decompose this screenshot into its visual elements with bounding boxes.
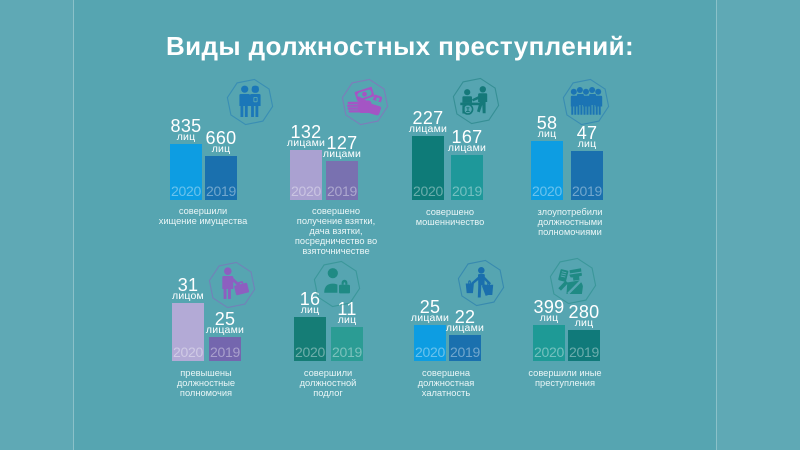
year-label: 2020: [413, 183, 443, 199]
unit-label: лиц: [577, 138, 597, 150]
value-label: 280: [568, 301, 600, 322]
bar-2020: 2020: [172, 303, 204, 361]
year-label: 2019: [327, 183, 357, 199]
value-label: 31: [177, 274, 199, 295]
year-label: 2019: [452, 183, 482, 199]
bar-column: 132 лицами 2020: [246, 121, 366, 200]
unit-label: лиц: [211, 143, 231, 155]
unit-label: лицами: [408, 123, 448, 135]
bar-2020: 2020: [414, 325, 446, 361]
bar-column: 47 лиц 2019: [527, 122, 647, 200]
bar-2020: 2020: [294, 317, 326, 361]
unit-label: лиц: [574, 317, 594, 329]
bar-column: 167 лицами 2019: [407, 126, 527, 200]
year-label: 2020: [171, 183, 201, 199]
unit-label: лицами: [205, 324, 245, 336]
person-lock-icon: [313, 260, 361, 308]
briefcase-person-icon: [208, 261, 256, 309]
group-caption: совершено мошенничество: [415, 207, 485, 227]
group-caption: совершили должностной подлог: [299, 368, 357, 398]
bar-2020: 2020: [170, 144, 202, 200]
bar-column: 127 лицами 2019: [282, 132, 402, 200]
unit-label: лиц: [300, 304, 320, 316]
bar-2020: 2020: [531, 141, 563, 200]
bar-2020: 2020: [412, 136, 444, 200]
bar-column: 835 лиц 2020: [126, 115, 246, 200]
bar-column: 58 лиц 2020: [487, 112, 607, 200]
year-label: 2020: [291, 183, 321, 199]
page-title: Виды должностных преступлений:: [165, 31, 635, 61]
value-label: 25: [419, 296, 441, 317]
left-side-band: [0, 0, 74, 450]
bar-column: 22 лицами 2019: [405, 306, 525, 361]
value-label: 227: [412, 107, 444, 128]
year-label: 2020: [295, 344, 325, 360]
right-side-band: [716, 0, 800, 450]
year-label: 2020: [415, 344, 445, 360]
year-label: 2019: [332, 344, 362, 360]
year-label: 2019: [210, 344, 240, 360]
value-label: 25: [214, 308, 236, 329]
value-label: 835: [170, 115, 202, 136]
unit-label: лиц: [176, 131, 196, 143]
year-label: 2020: [173, 344, 203, 360]
value-label: 167: [451, 126, 483, 147]
crowd-icon: [562, 78, 610, 126]
value-label: 132: [290, 121, 322, 142]
unit-label: лицом: [172, 290, 204, 302]
bar-2019: 2019: [568, 330, 600, 361]
year-label: 2019: [569, 344, 599, 360]
year-label: 2019: [450, 344, 480, 360]
bar-column: 399 лиц 2020: [489, 296, 609, 361]
group-caption: превышены должностные полномочия: [176, 368, 236, 398]
value-label: 22: [454, 306, 476, 327]
bar-column: 31 лицом 2020: [128, 274, 248, 361]
bar-2019: 2019: [331, 327, 363, 361]
value-label: 16: [299, 288, 321, 309]
group-caption: злоупотребили должностными полномочиями: [537, 207, 603, 237]
officer-icon: [549, 257, 597, 305]
bar-2019: 2019: [209, 337, 241, 361]
bar-column: 227 лицами 2020: [368, 107, 488, 200]
bar-2020: 2020: [290, 150, 322, 200]
bar-column: 16 лиц 2020: [250, 288, 370, 361]
unit-label: лиц: [539, 312, 559, 324]
shopper-person-icon: [457, 259, 505, 307]
value-label: 58: [536, 112, 558, 133]
unit-label: лицами: [322, 148, 362, 160]
value-label: 127: [326, 132, 358, 153]
bar-column: 25 лицами 2019: [165, 308, 285, 361]
value-label: 660: [205, 127, 237, 148]
bribe-hand-icon: [341, 78, 389, 126]
group-caption: совершили хищение имущества: [158, 206, 248, 226]
value-label: 47: [576, 122, 598, 143]
bar-2019: 2019: [326, 161, 358, 200]
group-caption: совершена должностная халатность: [417, 368, 475, 398]
unit-label: лиц: [337, 314, 357, 326]
year-label: 2019: [206, 183, 236, 199]
group-caption: совершили иные преступления: [528, 368, 602, 388]
bar-2020: 2020: [533, 325, 565, 361]
group-caption: совершено получение взятки, дача взятки,…: [294, 206, 378, 256]
fraud-deal-icon: [452, 77, 500, 125]
unit-label: лиц: [537, 128, 557, 140]
unit-label: лицами: [286, 137, 326, 149]
bar-2019: 2019: [451, 155, 483, 200]
year-label: 2019: [572, 183, 602, 199]
year-label: 2020: [532, 183, 562, 199]
bar-column: 660 лиц 2019: [161, 127, 281, 200]
couple-icon: [226, 78, 274, 126]
value-label: 399: [533, 296, 565, 317]
bar-column: 25 лицами 2020: [370, 296, 490, 361]
bar-2019: 2019: [449, 335, 481, 361]
bar-2019: 2019: [205, 156, 237, 200]
unit-label: лицами: [447, 142, 487, 154]
unit-label: лицами: [410, 312, 450, 324]
unit-label: лицами: [445, 322, 485, 334]
bar-column: 280 лиц 2019: [524, 301, 644, 361]
bar-2019: 2019: [571, 151, 603, 200]
year-label: 2020: [534, 344, 564, 360]
